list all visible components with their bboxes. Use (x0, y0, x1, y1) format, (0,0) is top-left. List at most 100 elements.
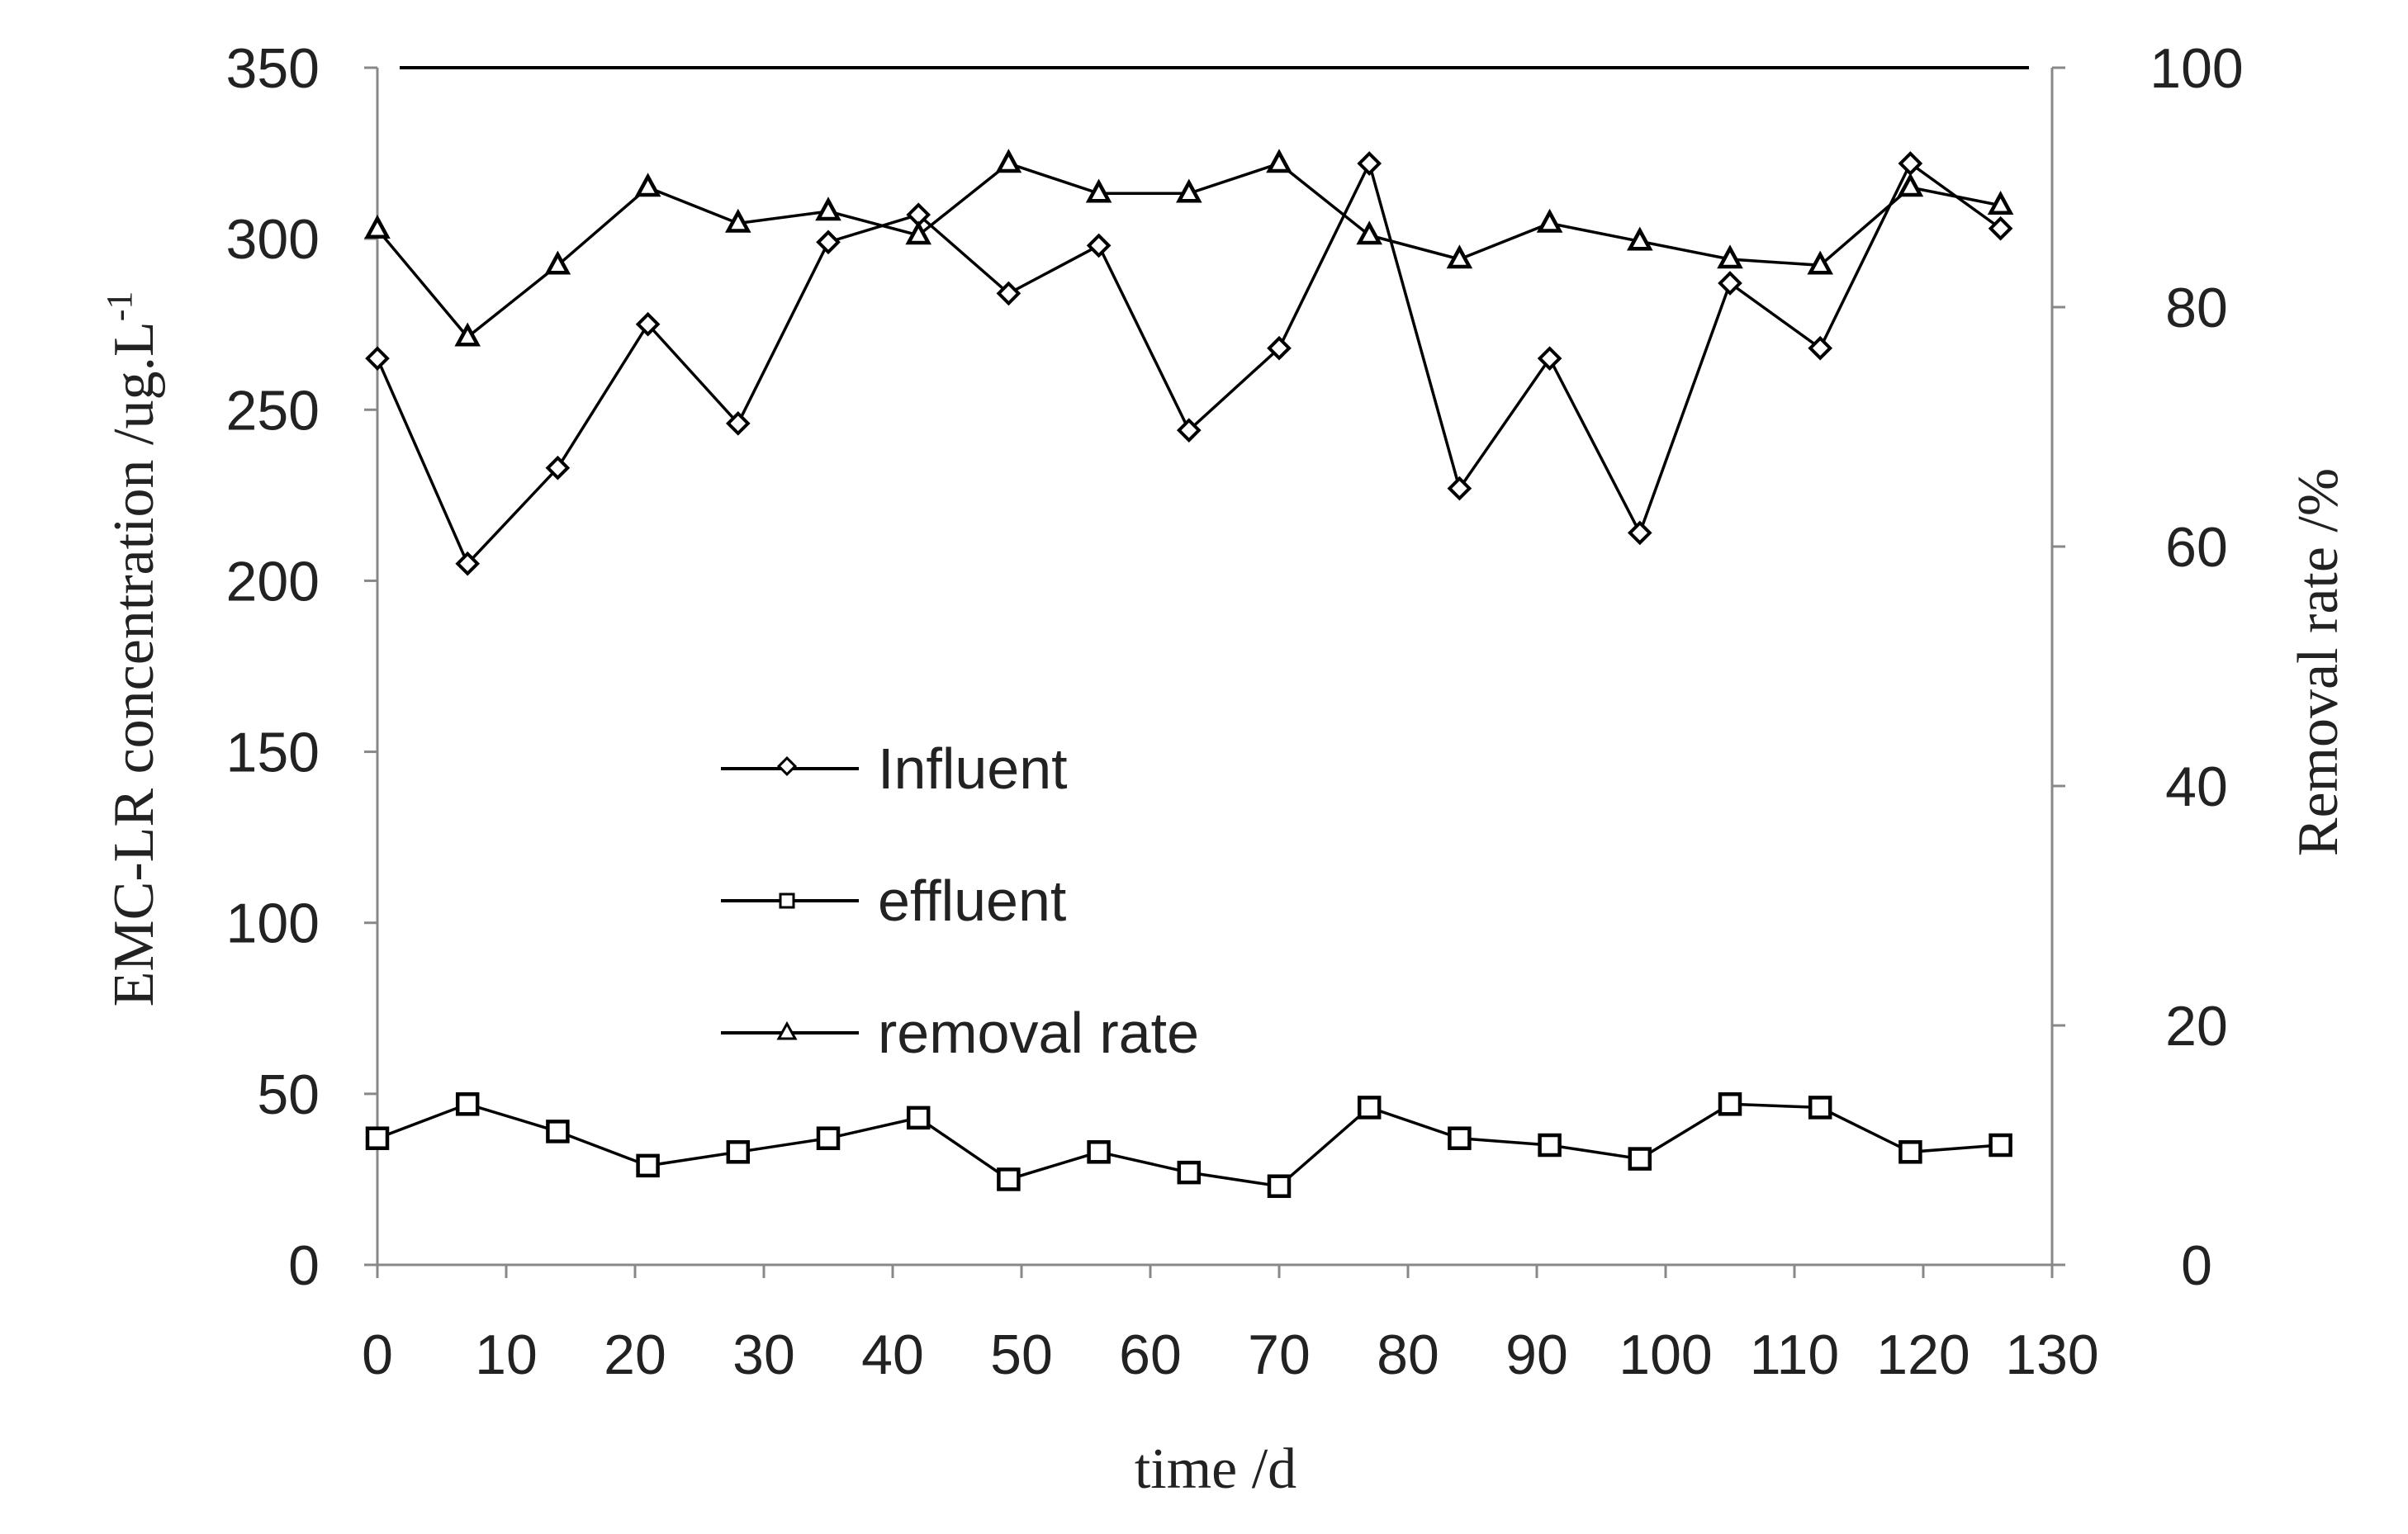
x-tick-label: 30 (732, 1323, 795, 1386)
data-point-removal-rate (995, 149, 1022, 173)
x-tick-label: 0 (362, 1323, 393, 1386)
data-point-effluent (1628, 1147, 1652, 1171)
x-axis-ticks: 0 10 20 30 40 50 60 70 80 90 100 110 120 130 (362, 1265, 2099, 1386)
data-point-influent (1267, 335, 1292, 361)
data-point-effluent (997, 1167, 1021, 1191)
y-axis-right-title: Removal rate /% (2287, 468, 2350, 856)
series-line-influent (376, 159, 2002, 566)
data-point-removal-rate (1356, 220, 1382, 245)
left-tick-label: 200 (226, 550, 320, 613)
data-point-influent (1176, 418, 1202, 443)
left-tick-label: 250 (226, 379, 320, 442)
right-axis-ticks: 0 20 40 60 80 100 (2052, 37, 2244, 1297)
data-point-effluent (1718, 1092, 1742, 1116)
data-point-effluent (365, 1126, 390, 1150)
data-point-effluent (1267, 1174, 1292, 1198)
data-point-influent (1988, 215, 2013, 241)
data-point-effluent (455, 1092, 480, 1116)
data-point-effluent (1988, 1133, 2012, 1158)
data-point-removal-rate (454, 322, 481, 347)
legend-marker-effluent (779, 892, 795, 909)
data-point-effluent (1898, 1140, 1922, 1164)
data-point-effluent (1808, 1096, 1832, 1120)
data-point-removal-rate (1717, 244, 1743, 269)
data-point-influent (635, 311, 661, 337)
data-point-removal-rate (544, 250, 571, 275)
x-tick-label: 20 (604, 1323, 666, 1386)
x-tick-label: 50 (990, 1323, 1053, 1386)
data-point-influent (1808, 335, 1833, 361)
series-layer (364, 149, 2014, 1198)
data-point-influent (996, 281, 1022, 306)
data-point-influent (816, 230, 841, 255)
right-tick-label: 20 (2165, 995, 2228, 1058)
legend-label-effluent: effluent (878, 869, 1066, 933)
data-point-removal-rate (1627, 226, 1653, 251)
data-point-influent (1898, 151, 1923, 176)
data-point-effluent (1087, 1140, 1111, 1164)
data-point-effluent (1538, 1133, 1562, 1158)
left-tick-label: 350 (226, 37, 320, 100)
data-point-removal-rate (1446, 244, 1473, 269)
x-axis-title: time /d (1135, 1437, 1296, 1501)
right-tick-label: 100 (2150, 37, 2243, 100)
data-point-effluent (726, 1140, 751, 1164)
data-point-removal-rate (634, 173, 661, 197)
data-point-effluent (816, 1126, 841, 1150)
right-tick-label: 60 (2165, 516, 2228, 579)
plot-frame (376, 66, 2054, 1266)
x-tick-label: 100 (1619, 1323, 1712, 1386)
data-point-influent (1537, 346, 1562, 371)
data-point-effluent (636, 1153, 660, 1178)
right-tick-label: 40 (2165, 755, 2228, 818)
y-axis-left-title: EMC-LR concentration /ug.L-1 (99, 291, 166, 1007)
data-point-influent (1357, 151, 1382, 176)
right-tick-label: 80 (2165, 277, 2228, 339)
data-point-influent (1718, 271, 1742, 296)
legend: Influent effluent removal rate (721, 736, 1199, 1065)
left-tick-label: 300 (226, 208, 320, 271)
data-point-removal-rate (815, 196, 841, 221)
left-tick-label: 150 (226, 722, 320, 784)
left-axis-ticks: 0 50 100 150 200 250 300 350 (226, 37, 377, 1297)
data-point-removal-rate (905, 220, 931, 245)
legend-marker-influent (776, 755, 798, 777)
x-tick-label: 110 (1750, 1323, 1839, 1386)
data-point-removal-rate (1176, 178, 1202, 203)
x-tick-label: 80 (1377, 1323, 1439, 1386)
data-point-removal-rate (725, 208, 751, 233)
data-point-removal-rate (1987, 191, 2014, 215)
legend-label-influent: Influent (878, 736, 1068, 801)
data-point-influent (545, 455, 571, 481)
left-tick-label: 50 (257, 1063, 320, 1126)
data-point-removal-rate (364, 215, 391, 239)
x-tick-label: 90 (1505, 1323, 1568, 1386)
x-tick-label: 120 (1876, 1323, 1970, 1386)
data-point-effluent (1448, 1126, 1472, 1150)
data-point-influent (455, 551, 481, 576)
legend-marker-removal-rate (776, 1020, 798, 1040)
data-point-removal-rate (1807, 250, 1833, 275)
data-point-influent (725, 411, 751, 436)
data-point-effluent (1177, 1160, 1202, 1185)
data-point-removal-rate (1266, 149, 1292, 173)
x-tick-label: 60 (1119, 1323, 1182, 1386)
data-point-effluent (546, 1120, 570, 1143)
data-point-influent (1627, 520, 1652, 546)
x-tick-label: 40 (861, 1323, 924, 1386)
left-tick-label: 100 (226, 892, 320, 955)
x-tick-label: 70 (1248, 1323, 1311, 1386)
data-point-removal-rate (1897, 173, 1924, 197)
data-point-effluent (906, 1106, 931, 1130)
x-tick-label: 130 (2005, 1323, 2098, 1386)
right-tick-label: 0 (2181, 1234, 2212, 1297)
data-point-removal-rate (1536, 208, 1563, 233)
data-point-influent (1086, 233, 1112, 258)
data-point-influent (1447, 476, 1472, 501)
data-point-effluent (1357, 1096, 1382, 1120)
data-point-influent (365, 346, 390, 371)
legend-label-removal-rate: removal rate (878, 1001, 1199, 1065)
left-tick-label: 0 (288, 1234, 320, 1297)
data-point-removal-rate (1085, 178, 1112, 203)
